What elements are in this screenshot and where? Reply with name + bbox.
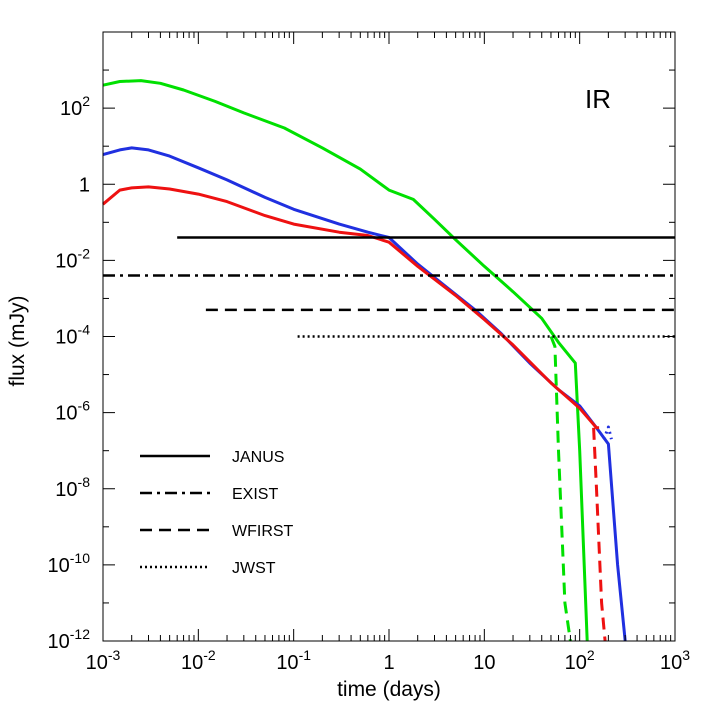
y-tick-label: 10-8 xyxy=(55,474,90,501)
x-tick-label: 10 xyxy=(473,652,495,674)
x-tick-label: 102 xyxy=(565,647,595,674)
x-tick-label-exp: -2 xyxy=(203,647,216,663)
x-tick-label-base: 10 xyxy=(86,652,108,674)
series-line-4 xyxy=(102,185,600,430)
y-tick-label-base: 10 xyxy=(48,631,70,653)
series-line-3 xyxy=(602,425,613,440)
series-line-0 xyxy=(102,79,589,642)
y-tick-label: 10-6 xyxy=(55,398,90,425)
tick-layer xyxy=(102,31,675,642)
y-tick-label: 102 xyxy=(60,93,90,120)
x-tick-label: 1 xyxy=(383,652,394,674)
legend-label-janus: JANUS xyxy=(232,449,284,466)
y-tick-label: 10-4 xyxy=(55,322,90,349)
y-tick-label: 10-12 xyxy=(48,626,91,653)
y-tick-label: 1 xyxy=(79,174,90,196)
x-tick-label: 10-2 xyxy=(181,647,216,674)
y-tick-label-exp: -2 xyxy=(78,245,91,261)
legend-label-jwst: JWST xyxy=(232,560,276,577)
y-axis-label: flux (mJy) xyxy=(6,296,29,387)
x-tick-label-base: 10 xyxy=(473,652,495,674)
x-tick-label-exp: -3 xyxy=(108,647,121,663)
x-tick-label-exp: -1 xyxy=(299,647,312,663)
legend: JANUS EXIST WFIRST JWST xyxy=(140,449,294,577)
x-tick-label-base: 10 xyxy=(565,652,587,674)
x-tick-label: 10-1 xyxy=(276,647,311,674)
tick-labels: 10-3 10-2 10-1 1 10 102 103102110-210-410-610-… xyxy=(48,93,691,674)
y-tick-label-base: 10 xyxy=(48,555,70,577)
y-tick-label-exp: -4 xyxy=(78,322,91,338)
threshold-layer xyxy=(103,236,675,338)
y-tick-label: 10-2 xyxy=(55,245,90,272)
x-tick-label-exp: 3 xyxy=(682,647,690,663)
x-tick-label: 103 xyxy=(660,647,690,674)
y-tick-label-base: 10 xyxy=(60,98,82,120)
x-axis-label: time (days) xyxy=(337,678,441,701)
y-tick-label-base: 10 xyxy=(55,403,77,425)
x-tick-label-base: 1 xyxy=(383,652,394,674)
x-tick-label-base: 10 xyxy=(181,652,203,674)
x-tick-label-base: 10 xyxy=(276,652,298,674)
chart-annotation: IR xyxy=(585,84,611,114)
y-tick-label-base: 10 xyxy=(55,250,77,272)
series-line-5 xyxy=(592,427,607,642)
legend-label-exist: EXIST xyxy=(232,486,278,503)
series-line-1 xyxy=(549,335,572,642)
y-tick-label-exp: -6 xyxy=(78,398,91,414)
x-tick-label-base: 10 xyxy=(660,652,682,674)
y-tick-label-exp: -10 xyxy=(70,550,90,566)
y-tick-label-base: 10 xyxy=(55,327,77,349)
y-tick-label-exp: 2 xyxy=(82,93,90,109)
legend-label-wfirst: WFIRST xyxy=(232,523,294,540)
y-tick-label: 10-10 xyxy=(48,550,91,577)
x-tick-label-exp: 2 xyxy=(587,647,595,663)
y-tick-label-exp: -12 xyxy=(70,626,90,642)
x-tick-label: 10-3 xyxy=(86,647,121,674)
y-tick-label-base: 1 xyxy=(79,174,90,196)
y-tick-label-base: 10 xyxy=(55,479,77,501)
y-tick-label-exp: -8 xyxy=(78,474,91,490)
series-layer xyxy=(102,79,627,642)
